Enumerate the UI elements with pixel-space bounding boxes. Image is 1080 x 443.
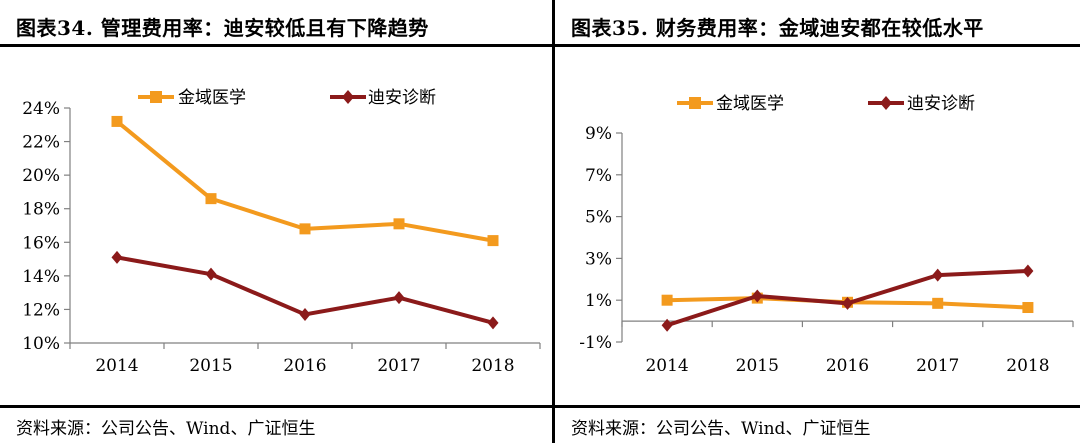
left-legend-marker-2 xyxy=(342,90,354,104)
right-series-2-point xyxy=(842,296,853,310)
left-chart-panel: 图表34. 管理费用率：迪安较低且有下降趋势 10% 12% 14% 16% 18% 20… xyxy=(0,16,552,439)
right-y-tick-label: 3% xyxy=(585,249,612,269)
left-series-1-point xyxy=(205,193,217,205)
right-x-tick-label: 2018 xyxy=(1006,356,1049,376)
left-series-1-point xyxy=(393,218,405,230)
left-x-tick-label: 2017 xyxy=(377,356,420,376)
left-series-1-point xyxy=(299,223,311,235)
right-series-1-point xyxy=(661,294,673,306)
right-series-1-point xyxy=(932,297,944,309)
right-source-rule xyxy=(555,405,1080,408)
right-chart-panel: 图表35. 财务费用率：金域迪安都在较低水平 -1% 1% 3% 5% 7% 9% 2014… xyxy=(555,0,1080,443)
left-chart-title: 图表34. 管理费用率：迪安较低且有下降趋势 xyxy=(16,16,429,40)
left-title-rule xyxy=(0,44,552,47)
left-line-chart: 10% 12% 14% 16% 18% 20% 22% 24% 2014 2015 2016 2017… xyxy=(22,88,541,376)
left-series-1-point xyxy=(487,235,499,247)
right-x-tick-label: 2016 xyxy=(826,356,869,376)
right-series-1-point xyxy=(1022,302,1034,314)
right-series-2-point xyxy=(932,268,944,282)
right-x-tick-label: 2014 xyxy=(645,356,688,376)
right-legend-label-2: 迪安诊断 xyxy=(907,94,975,114)
left-legend-label-2: 迪安诊断 xyxy=(368,88,436,108)
left-y-tick-label: 24% xyxy=(22,99,60,119)
left-source-note: 资料来源：公司公告、Wind、广证恒生 xyxy=(16,419,316,439)
left-x-tick-label: 2016 xyxy=(283,356,326,376)
right-y-tick-label: -1% xyxy=(579,333,612,353)
right-source-note: 资料来源：公司公告、Wind、广证恒生 xyxy=(571,419,871,439)
left-y-tick-label: 18% xyxy=(22,200,60,220)
left-x-tick-label: 2014 xyxy=(95,356,138,376)
right-title-rule xyxy=(555,44,1080,47)
right-x-tick-label: 2015 xyxy=(736,356,779,376)
right-legend-label-1: 金域医学 xyxy=(716,94,784,114)
right-legend-marker-1 xyxy=(689,97,701,109)
left-source-rule xyxy=(0,405,552,408)
right-series-2-point xyxy=(1022,264,1034,278)
left-y-tick-label: 10% xyxy=(22,334,60,354)
left-y-tick-label: 20% xyxy=(22,166,60,186)
left-x-tick-label: 2018 xyxy=(471,356,514,376)
left-y-tick-label: 16% xyxy=(22,233,60,253)
right-series-2-point xyxy=(661,318,673,332)
right-series-2-point xyxy=(751,289,763,303)
left-series-2-point xyxy=(299,307,311,321)
left-legend-label-1: 金域医学 xyxy=(178,88,246,108)
right-y-tick-label: 7% xyxy=(585,166,612,186)
right-line-chart: -1% 1% 3% 5% 7% 9% 2014 2015 2016 2017 2018 金域医学 迪安诊… xyxy=(579,94,1074,376)
right-chart-title: 图表35. 财务费用率：金域迪安都在较低水平 xyxy=(571,16,984,40)
right-y-tick-label: 5% xyxy=(585,208,612,228)
right-x-tick-label: 2017 xyxy=(916,356,959,376)
panel-divider xyxy=(552,0,555,443)
right-y-tick-label: 9% xyxy=(585,124,612,144)
left-series-2-point xyxy=(205,267,217,281)
left-legend-marker-1 xyxy=(150,91,162,103)
left-series-2-point xyxy=(487,316,499,330)
right-legend-marker-2 xyxy=(880,96,892,110)
left-y-tick-label: 22% xyxy=(22,133,60,153)
left-series-2-point xyxy=(393,291,405,305)
left-y-tick-label: 14% xyxy=(22,267,60,287)
left-y-tick-label: 12% xyxy=(22,300,60,320)
left-series-line-1 xyxy=(115,119,494,243)
left-series-2-point xyxy=(111,250,123,264)
right-y-tick-label: 1% xyxy=(585,291,612,311)
left-series-1-point xyxy=(111,115,123,127)
left-x-tick-label: 2015 xyxy=(189,356,232,376)
